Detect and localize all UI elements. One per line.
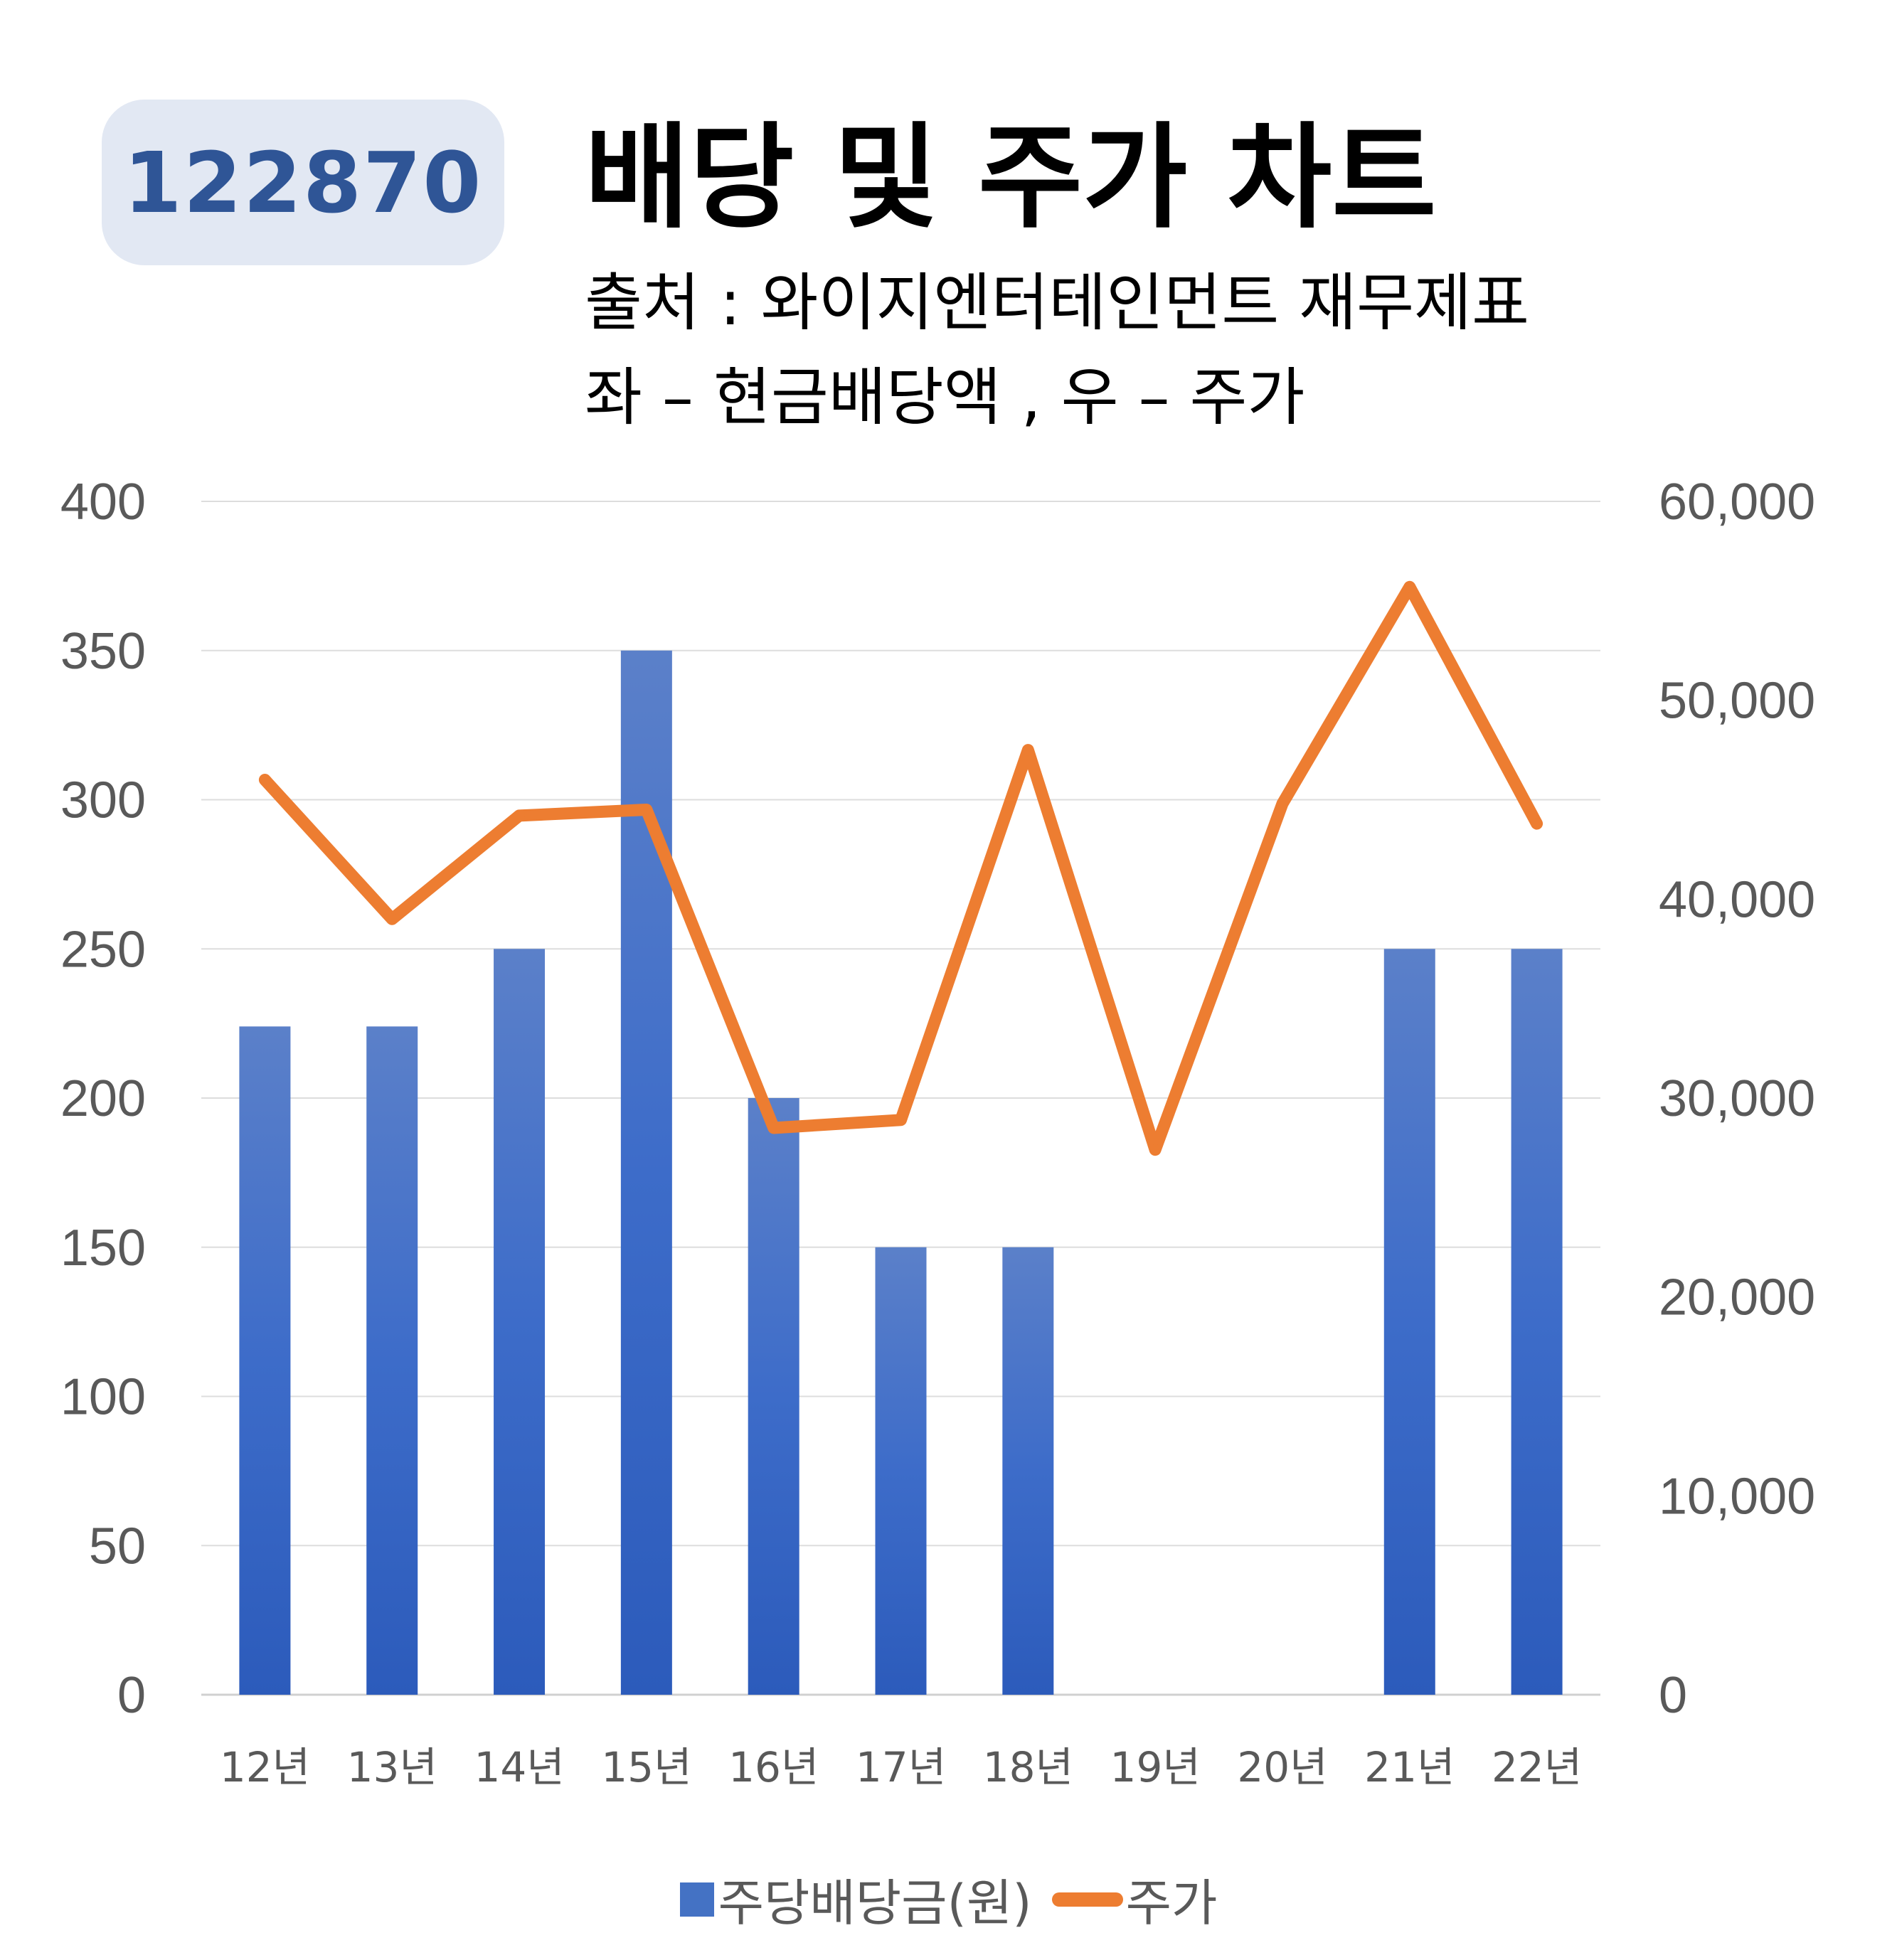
x-tick-label: 15년 [601, 1743, 691, 1791]
chart-source: 출처 : 와이지엔터테인먼트 재무제표 [585, 266, 1529, 339]
chart-legend: 주당배당금(원) 주가 [0, 1863, 1897, 1935]
price-point [386, 913, 398, 925]
x-tick-label: 17년 [856, 1743, 946, 1791]
y-left-tick-label: 250 [60, 921, 146, 978]
legend-item-price: 주가 [1051, 1863, 1218, 1935]
x-tick-label: 14년 [474, 1743, 564, 1791]
y-left-tick-label: 200 [60, 1070, 146, 1127]
x-tick-label: 18년 [983, 1743, 1073, 1791]
x-tick-label: 13년 [347, 1743, 437, 1791]
price-point [1149, 1144, 1162, 1156]
chart-axis-note: 좌 – 현금배당액 , 우 – 주가 [585, 361, 1305, 434]
x-tick-label: 19년 [1110, 1743, 1201, 1791]
x-tick-label: 22년 [1492, 1743, 1582, 1791]
y-left-tick-label: 0 [117, 1667, 146, 1724]
dividend-price-chart: 0 50 100 150 200 250 300 350 400 0 10,000 20,000 30… [60, 474, 1815, 1791]
x-tick-label: 21년 [1364, 1743, 1455, 1791]
y-right-tick-label: 0 [1659, 1667, 1687, 1724]
y-left-tick-label: 50 [89, 1518, 146, 1575]
y-left-tick-label: 300 [60, 772, 146, 829]
price-point [640, 804, 652, 816]
price-point [767, 1122, 780, 1134]
price-point [259, 774, 271, 786]
y-left-tick-label: 350 [60, 623, 146, 680]
price-point [1531, 818, 1543, 830]
y-left-tick-label: 150 [60, 1220, 146, 1277]
y-right-tick-label: 50,000 [1659, 673, 1815, 730]
dividend-bar [1511, 949, 1563, 1695]
y-right-tick-label: 10,000 [1659, 1468, 1815, 1525]
dividend-bar [494, 949, 546, 1695]
y-left-tick-label: 100 [60, 1369, 146, 1426]
dividend-bar [875, 1247, 927, 1695]
legend-swatch-bar [679, 1882, 714, 1917]
x-tick-label: 12년 [220, 1743, 310, 1791]
price-point [1403, 581, 1415, 593]
x-tick-label: 20년 [1237, 1743, 1327, 1791]
x-tick-label: 16년 [728, 1743, 819, 1791]
chart-title: 배당 및 주가 차트 [585, 111, 1437, 244]
stock-code-badge: 122870 [102, 100, 504, 265]
legend-label-price: 주가 [1125, 1874, 1218, 1932]
legend-swatch-line [1051, 1892, 1123, 1907]
y-right-tick-label: 30,000 [1659, 1070, 1815, 1127]
dividend-bar [239, 1026, 291, 1695]
price-line [258, 580, 1543, 1156]
legend-item-dividend: 주당배당금(원) [679, 1863, 1032, 1935]
dividend-bar [366, 1026, 418, 1695]
y-right-tick-label: 20,000 [1659, 1269, 1815, 1326]
dividend-bar [1002, 1247, 1054, 1695]
dividend-bar [1383, 949, 1435, 1695]
y-left-tick-label: 400 [60, 474, 146, 531]
y-right-tick-label: 60,000 [1659, 474, 1815, 531]
stock-code: 122870 [123, 133, 483, 232]
price-point [1022, 744, 1034, 756]
legend-label-dividend: 주당배당금(원) [718, 1874, 1032, 1932]
price-point [514, 809, 526, 821]
dividend-bar [748, 1098, 799, 1695]
price-point [1276, 798, 1288, 810]
y-right-tick-label: 40,000 [1659, 871, 1815, 928]
price-point [895, 1114, 907, 1126]
